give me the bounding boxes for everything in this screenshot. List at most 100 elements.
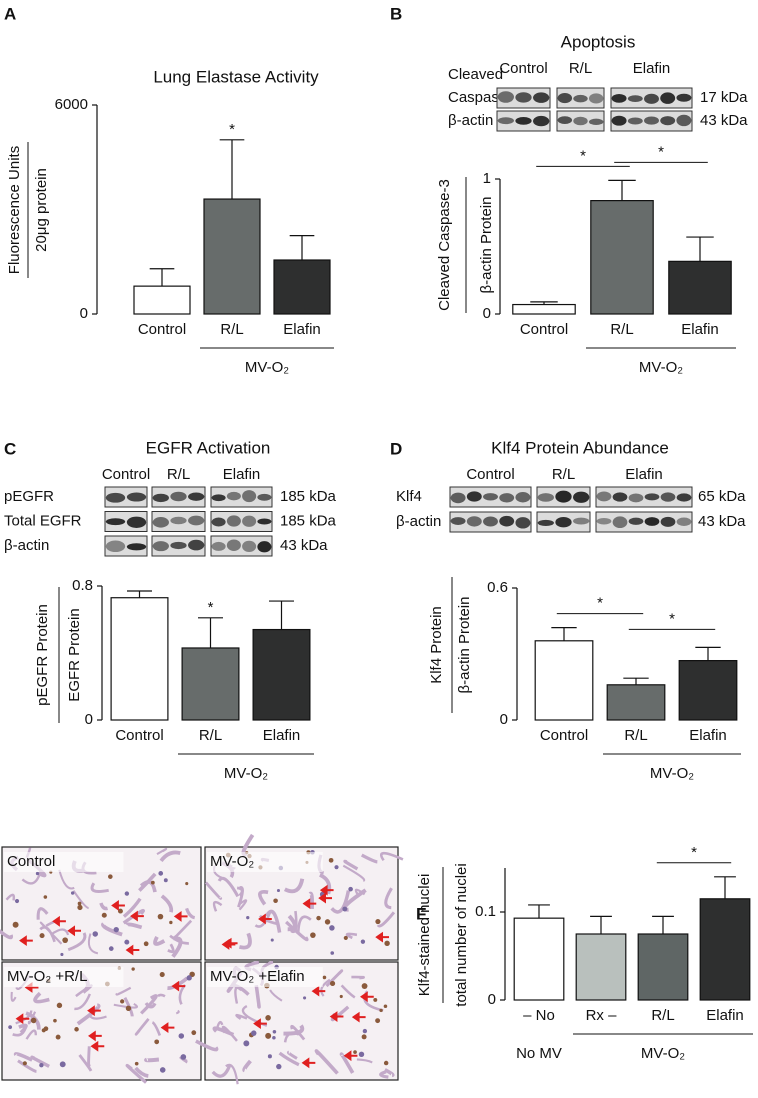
y-tick-label: 1 [483, 170, 491, 187]
blot-row-label: β-actin [4, 537, 49, 554]
tissue-septum [269, 989, 283, 1002]
nucleus [303, 996, 307, 1000]
blot-band [105, 540, 126, 553]
nucleus [56, 1002, 63, 1009]
panel-letter: C [4, 439, 16, 458]
blot-band [450, 517, 466, 525]
nucleus [180, 1054, 187, 1060]
y-axis-label: β-actin Protein [478, 196, 495, 293]
nucleus [92, 931, 98, 937]
significance-label: * [658, 143, 664, 160]
blot-size-label: 43 kDa [698, 513, 746, 530]
y-tick-label: 6000 [55, 96, 88, 113]
panel-letter: D [390, 439, 402, 458]
nucleus [324, 919, 331, 925]
y-axis-label: Fluorescence Units [6, 146, 23, 274]
blot-band [612, 492, 628, 502]
blot-row-label: Cleaved [448, 66, 503, 83]
tissue-septum [99, 902, 109, 911]
nucleus [267, 1054, 272, 1059]
arrow [15, 1013, 30, 1025]
tissue-septum [10, 991, 17, 1002]
micrograph-label: Control [7, 853, 55, 870]
tissue-septum [351, 975, 365, 980]
tissue-septum [290, 910, 298, 934]
x-tick-label: R/L [651, 1007, 674, 1024]
nucleus [272, 1030, 277, 1034]
nucleus [55, 1034, 61, 1040]
blot-row-label: pEGFR [4, 488, 54, 505]
bar [181, 647, 240, 721]
nucleus [243, 1040, 250, 1047]
blot-band [257, 541, 272, 553]
nucleus [339, 994, 343, 999]
y-axis-label: Cleaved Caspase-3 [436, 179, 453, 311]
arrow [19, 935, 33, 947]
blot-band [170, 491, 187, 502]
nucleus [316, 915, 321, 921]
x-tick-label: R/L [220, 321, 243, 338]
x-tick-label: R/L [199, 727, 222, 744]
nucleus [383, 1004, 388, 1009]
lane-label: R/L [167, 466, 190, 483]
nucleus [375, 1018, 381, 1024]
tissue-septum [139, 880, 157, 893]
blot-size-label: 185 kDa [280, 488, 337, 505]
tissue-septum [153, 936, 166, 946]
chart-title: Lung Elastase Activity [153, 67, 319, 86]
tissue-septum [167, 943, 175, 954]
arrow [173, 910, 188, 922]
label-bg [4, 967, 124, 987]
blot-size-label: 43 kDa [280, 537, 328, 554]
blot-band [211, 494, 226, 502]
y-tick-label: 0 [483, 305, 491, 322]
blot-band [257, 518, 272, 525]
tissue-septum [258, 914, 278, 925]
blot-band [242, 540, 257, 553]
tissue-septum [185, 907, 196, 920]
nucleus [185, 882, 189, 886]
x-tick-label: Elafin [689, 727, 727, 744]
nucleus [35, 871, 40, 876]
group-label: MV-O₂ [650, 765, 694, 782]
blot-band [497, 117, 514, 125]
tissue-septum [212, 900, 223, 912]
nucleus [276, 1063, 282, 1070]
blot-band [676, 114, 692, 127]
blot-band [170, 541, 187, 550]
tissue-septum [308, 891, 314, 910]
blot-band [660, 116, 676, 126]
tissue-septum [285, 920, 309, 942]
arrow [67, 925, 82, 937]
tissue-septum [330, 890, 351, 914]
micrograph-label: MV-O₂ +Elafin [210, 968, 305, 985]
lane-label: Control [499, 60, 547, 77]
bar [110, 597, 169, 721]
y-axis-label: Klf4 Protein [428, 606, 445, 684]
nucleus [273, 898, 278, 904]
lane-label: Elafin [223, 466, 261, 483]
tissue-septum [254, 985, 261, 1009]
tissue-septum [360, 853, 378, 864]
blot-band [573, 94, 588, 103]
blot-band [533, 115, 550, 127]
nucleus [120, 999, 125, 1004]
tissue-septum [216, 1020, 224, 1029]
blot-row-label: β-actin [448, 112, 493, 129]
tissue-septum [134, 1017, 150, 1036]
arrow [130, 910, 144, 922]
blot-band [644, 517, 660, 526]
nucleus [77, 904, 83, 911]
arrow [88, 1030, 102, 1042]
blot-band [226, 515, 241, 527]
label-bg [207, 967, 323, 987]
nucleus [328, 857, 334, 863]
blot-band [660, 92, 676, 104]
nucleus [276, 888, 281, 893]
bar [133, 285, 191, 315]
group-label: MV-O₂ [224, 765, 268, 782]
nucleus [131, 967, 135, 971]
tissue-septum [314, 1049, 339, 1075]
tissue-septum [204, 881, 223, 900]
